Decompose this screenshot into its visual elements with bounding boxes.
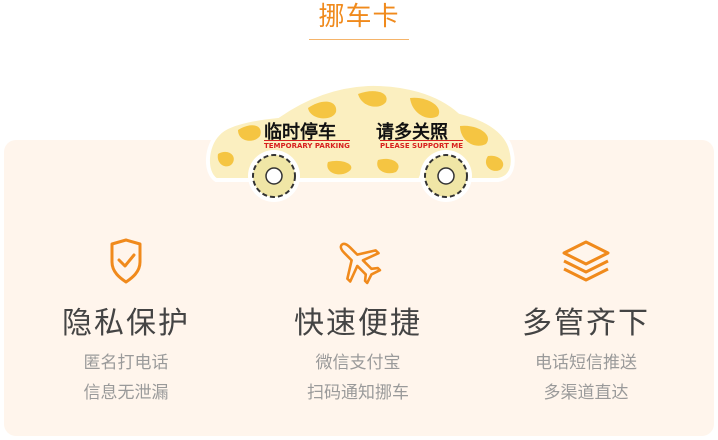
car-spot <box>485 155 504 171</box>
feature-desc-line1: 匿名打电话 <box>83 353 169 373</box>
feature-panel <box>4 140 714 436</box>
car-sign-right-cn: 请多关照 <box>376 122 448 143</box>
car-spot <box>327 160 352 175</box>
feature-desc-line2: 扫码通知挪车 <box>307 383 409 403</box>
car-spot <box>377 158 399 174</box>
feature-privacy: 隐私保护 匿名打电话 信息无泄漏 <box>26 234 226 408</box>
feature-desc-line1: 电话短信推送 <box>535 353 637 373</box>
car-spot <box>308 101 337 119</box>
page-title: 挪车卡 <box>318 2 400 32</box>
car-spot <box>410 97 440 118</box>
feature-title: 多管齐下 <box>522 306 650 341</box>
car-spot <box>358 91 387 107</box>
airplane-icon <box>339 242 382 285</box>
car-spot <box>460 125 488 146</box>
feature-title: 隐私保护 <box>62 306 190 341</box>
feature-desc-line2: 信息无泄漏 <box>83 383 169 403</box>
layers-icon <box>562 240 610 282</box>
car-sign-left-cn: 临时停车 <box>264 122 336 143</box>
car-spot <box>238 125 261 141</box>
car-sign-left-en: TEMPORARY PARKING <box>264 140 350 150</box>
car-sign-right-en: PLEASE SUPPORT ME <box>380 140 464 150</box>
feature-fast: 快速便捷 微信支付宝 扫码通知挪车 <box>258 234 458 408</box>
wheel-rear <box>420 150 472 202</box>
car-spot <box>217 151 234 167</box>
car-illustration <box>206 81 515 202</box>
feature-desc-line2: 多渠道直达 <box>543 383 629 403</box>
feature-title: 快速便捷 <box>294 306 422 341</box>
wheel-front <box>248 150 300 202</box>
title-underline <box>309 39 409 40</box>
feature-desc-line1: 微信支付宝 <box>315 353 401 373</box>
shield-check-icon <box>110 238 142 284</box>
feature-multi: 多管齐下 电话短信推送 多渠道直达 <box>486 234 686 408</box>
